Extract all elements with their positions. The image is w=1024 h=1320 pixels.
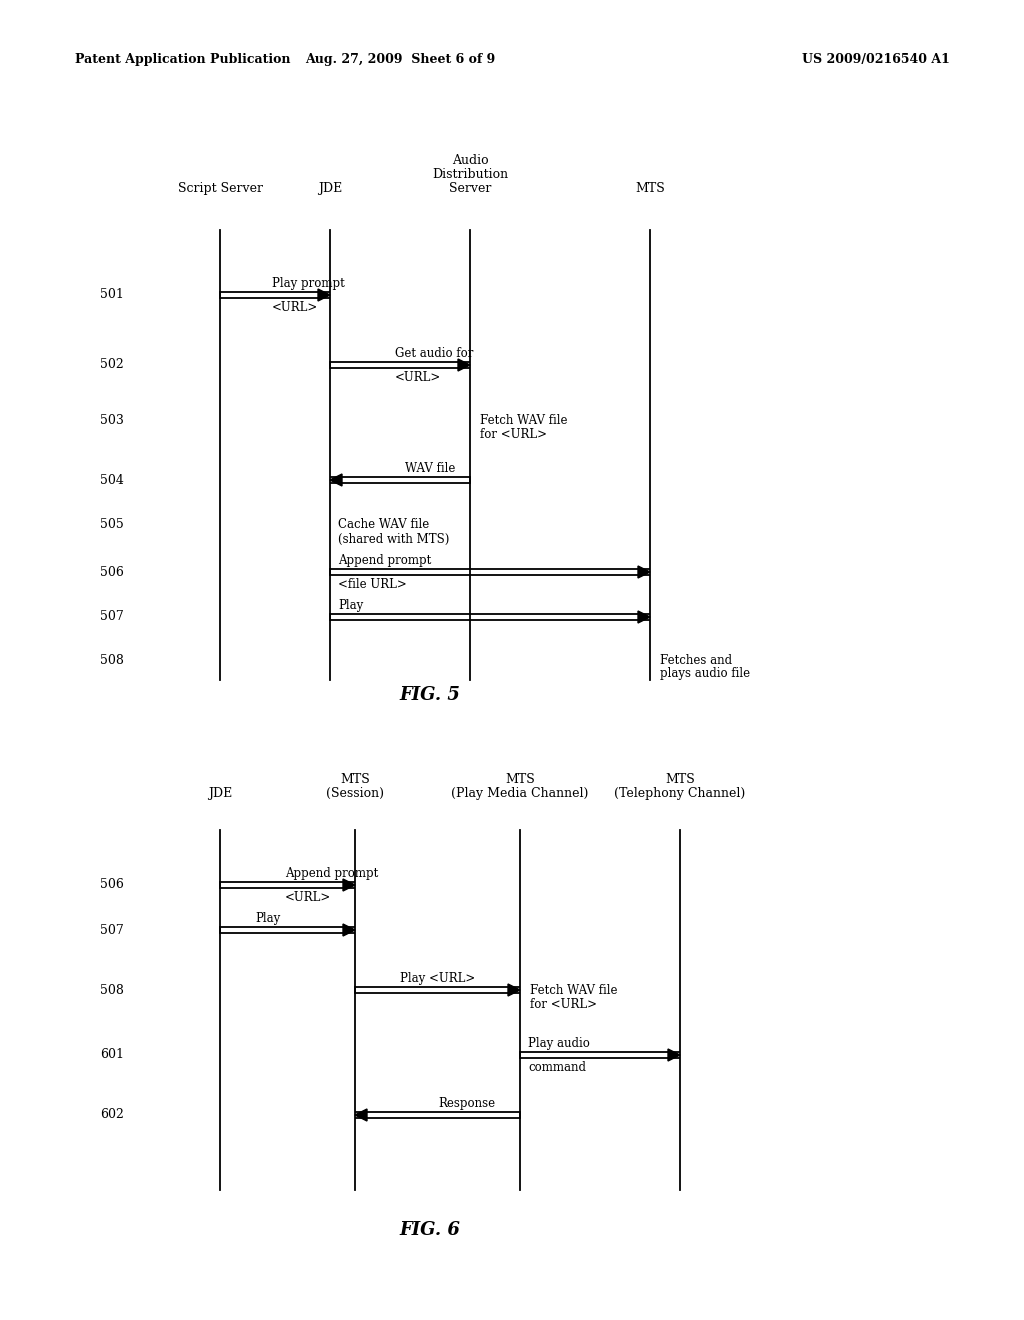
Text: MTS: MTS (340, 774, 370, 785)
Text: Audio: Audio (452, 154, 488, 168)
Text: Patent Application Publication: Patent Application Publication (75, 54, 291, 66)
Polygon shape (355, 1109, 367, 1121)
Text: 506: 506 (100, 565, 124, 578)
Text: Response: Response (438, 1097, 496, 1110)
Text: command: command (528, 1061, 586, 1074)
Text: Play: Play (338, 599, 364, 612)
Text: Script Server: Script Server (177, 182, 262, 195)
Text: Server: Server (449, 182, 492, 195)
Text: Play prompt: Play prompt (272, 277, 345, 290)
Text: <URL>: <URL> (395, 371, 441, 384)
Text: (shared with MTS): (shared with MTS) (338, 532, 450, 545)
Text: MTS: MTS (505, 774, 535, 785)
Text: Fetches and: Fetches and (660, 653, 732, 667)
Text: for <URL>: for <URL> (530, 998, 597, 1011)
Polygon shape (343, 879, 355, 891)
Text: Play: Play (255, 912, 281, 925)
Text: FIG. 5: FIG. 5 (399, 686, 461, 704)
Text: for <URL>: for <URL> (480, 428, 547, 441)
Text: MTS: MTS (666, 774, 695, 785)
Text: Cache WAV file: Cache WAV file (338, 519, 429, 532)
Text: 601: 601 (100, 1048, 124, 1061)
Text: Fetch WAV file: Fetch WAV file (480, 413, 567, 426)
Polygon shape (508, 983, 520, 997)
Text: WAV file: WAV file (406, 462, 456, 475)
Polygon shape (458, 359, 470, 371)
Text: US 2009/0216540 A1: US 2009/0216540 A1 (802, 54, 950, 66)
Text: Distribution: Distribution (432, 168, 508, 181)
Text: 503: 503 (100, 413, 124, 426)
Polygon shape (668, 1049, 680, 1061)
Text: JDE: JDE (317, 182, 342, 195)
Text: Get audio for: Get audio for (395, 347, 473, 360)
Text: 507: 507 (100, 924, 124, 936)
Text: Append prompt: Append prompt (285, 867, 378, 880)
Text: 508: 508 (100, 653, 124, 667)
Text: (Session): (Session) (326, 787, 384, 800)
Text: plays audio file: plays audio file (660, 668, 751, 681)
Text: <file URL>: <file URL> (338, 578, 407, 591)
Text: JDE: JDE (208, 787, 232, 800)
Text: (Telephony Channel): (Telephony Channel) (614, 787, 745, 800)
Text: 501: 501 (100, 289, 124, 301)
Polygon shape (330, 474, 342, 486)
Text: Aug. 27, 2009  Sheet 6 of 9: Aug. 27, 2009 Sheet 6 of 9 (305, 54, 496, 66)
Text: 507: 507 (100, 610, 124, 623)
Text: FIG. 6: FIG. 6 (399, 1221, 461, 1239)
Text: <URL>: <URL> (285, 891, 331, 904)
Polygon shape (638, 611, 650, 623)
Text: MTS: MTS (635, 182, 665, 195)
Text: <URL>: <URL> (272, 301, 318, 314)
Polygon shape (318, 289, 330, 301)
Text: Play <URL>: Play <URL> (400, 972, 475, 985)
Text: 502: 502 (100, 359, 124, 371)
Text: 602: 602 (100, 1109, 124, 1122)
Text: 506: 506 (100, 879, 124, 891)
Text: (Play Media Channel): (Play Media Channel) (452, 787, 589, 800)
Polygon shape (343, 924, 355, 936)
Text: 505: 505 (100, 519, 124, 532)
Text: Append prompt: Append prompt (338, 554, 431, 568)
Text: Fetch WAV file: Fetch WAV file (530, 983, 617, 997)
Text: 508: 508 (100, 983, 124, 997)
Text: Play audio: Play audio (528, 1038, 590, 1049)
Polygon shape (638, 566, 650, 578)
Text: 504: 504 (100, 474, 124, 487)
